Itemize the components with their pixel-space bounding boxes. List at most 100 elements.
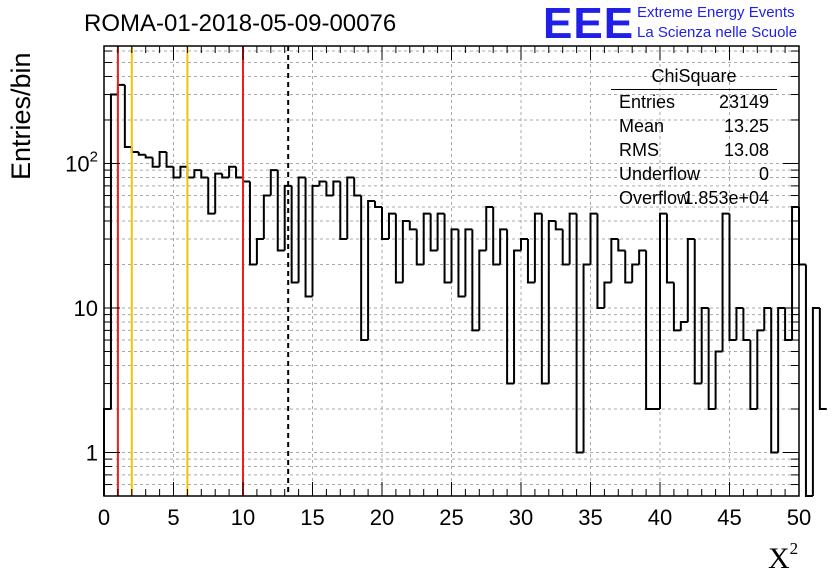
histogram-bin — [513, 249, 521, 384]
x-tick-label: 25 — [439, 505, 463, 530]
histogram-bin — [374, 200, 382, 208]
histogram-bin — [422, 212, 431, 265]
histogram-bin — [478, 249, 487, 331]
histogram-bin — [109, 93, 118, 409]
histogram-bin — [276, 170, 285, 252]
histogram-bin — [638, 249, 647, 265]
histogram-bin — [770, 307, 779, 454]
x-tick-label: 5 — [167, 505, 179, 530]
histogram-bin — [367, 199, 376, 341]
axes — [103, 45, 800, 497]
histogram-bin — [144, 154, 153, 159]
histogram-bin — [763, 306, 772, 331]
histogram-bin — [742, 307, 751, 342]
histogram-bin — [596, 213, 605, 309]
histogram-bin — [242, 177, 250, 183]
x-axis-label-base: X — [768, 542, 790, 575]
stats-row-mean: Mean 13.25 — [611, 114, 777, 138]
stats-row-entries: Entries 23149 — [611, 90, 777, 114]
histogram-bin — [561, 229, 570, 266]
x-tick-label: 40 — [648, 505, 672, 530]
stats-value: 13.08 — [723, 140, 769, 160]
histogram-bin — [360, 195, 369, 342]
x-axis-label: X2 — [768, 539, 798, 576]
histogram-bin — [784, 307, 793, 342]
histogram-bin — [450, 228, 459, 283]
histogram-bin — [387, 212, 396, 240]
grid-lines — [104, 46, 799, 496]
histogram-bin — [492, 206, 501, 266]
histogram-bin — [130, 147, 139, 154]
histogram-bin — [464, 228, 473, 297]
histogram-bin — [547, 219, 556, 384]
histogram-bin — [756, 329, 765, 409]
histogram-bin — [353, 177, 362, 197]
histogram-bin — [137, 152, 146, 156]
histogram-bin — [728, 213, 737, 342]
histogram-bin — [672, 282, 681, 332]
histogram-bin — [749, 340, 758, 410]
histogram-bin — [415, 229, 424, 266]
histogram-bin — [228, 165, 237, 178]
x-tick-label: 15 — [300, 505, 324, 530]
stats-row-rms: RMS 13.08 — [611, 138, 777, 162]
histogram-bin — [624, 250, 633, 284]
y-tick-label: 10 — [74, 296, 98, 321]
stats-key: Overflow — [619, 188, 691, 208]
stats-row-underflow: Underflow 0 — [611, 162, 777, 186]
histogram-bin — [610, 238, 619, 283]
histogram-bin — [214, 172, 223, 214]
histogram-bin — [568, 212, 577, 265]
histogram-bin — [172, 166, 181, 179]
histogram-bin — [520, 238, 528, 251]
histogram-bin — [582, 263, 591, 453]
histogram-bin — [700, 306, 709, 384]
histogram-bin — [304, 177, 313, 298]
histogram-bin — [533, 212, 542, 283]
histogram-bin — [207, 177, 216, 215]
histogram-bin — [394, 213, 403, 284]
x-tick-label: 10 — [231, 505, 255, 530]
histogram-bin — [777, 306, 786, 453]
histogram-bin — [151, 157, 160, 168]
histogram-bin — [408, 220, 417, 231]
histogram-bin — [339, 181, 348, 241]
stats-value: 23149 — [718, 92, 769, 112]
histogram-bin — [721, 212, 730, 352]
histogram-bin — [679, 320, 688, 331]
stats-key: Underflow — [619, 164, 701, 184]
histogram-bin — [158, 151, 167, 167]
histogram-bin — [165, 152, 174, 168]
histogram-bin — [485, 205, 494, 251]
logo-line-2: La Scienza nelle Scuole — [637, 24, 798, 41]
x-tick-label: 20 — [370, 505, 394, 530]
histogram-bin — [269, 169, 278, 196]
histogram-bin — [659, 212, 667, 409]
histogram-bin — [804, 264, 813, 497]
histogram-bin — [332, 180, 341, 196]
histogram-bin — [401, 219, 410, 283]
histogram-bin — [457, 229, 466, 298]
tick-labels: 0 5 10 15 20 25 30 35 40 45 50 1 10 102 — [65, 148, 811, 530]
histogram-bin — [645, 250, 654, 410]
histogram-bin — [248, 181, 257, 266]
x-axis-label-superscript: 2 — [789, 539, 799, 558]
histogram-bin — [235, 166, 243, 179]
stats-value: 1.853e+04 — [683, 188, 769, 208]
histogram-bin — [554, 220, 563, 231]
logo-line-1: Extreme Energy Events — [637, 4, 795, 21]
histogram-bin — [735, 306, 744, 341]
stats-title: ChiSquare — [611, 66, 777, 90]
y-tick-label: 102 — [65, 148, 98, 176]
y-tick-label: 1 — [86, 440, 98, 465]
histogram-bin — [811, 306, 820, 496]
histogram-bin — [436, 212, 445, 251]
histogram-bin — [290, 185, 299, 284]
histogram-bin — [381, 206, 389, 241]
stats-key: Entries — [619, 92, 676, 112]
stats-row-overflow: Overflow 1.853e+04 — [611, 186, 777, 210]
histogram-bin — [526, 239, 535, 284]
histogram-bin — [443, 213, 452, 284]
histogram-bin — [255, 238, 264, 265]
histogram-bin — [283, 184, 292, 251]
